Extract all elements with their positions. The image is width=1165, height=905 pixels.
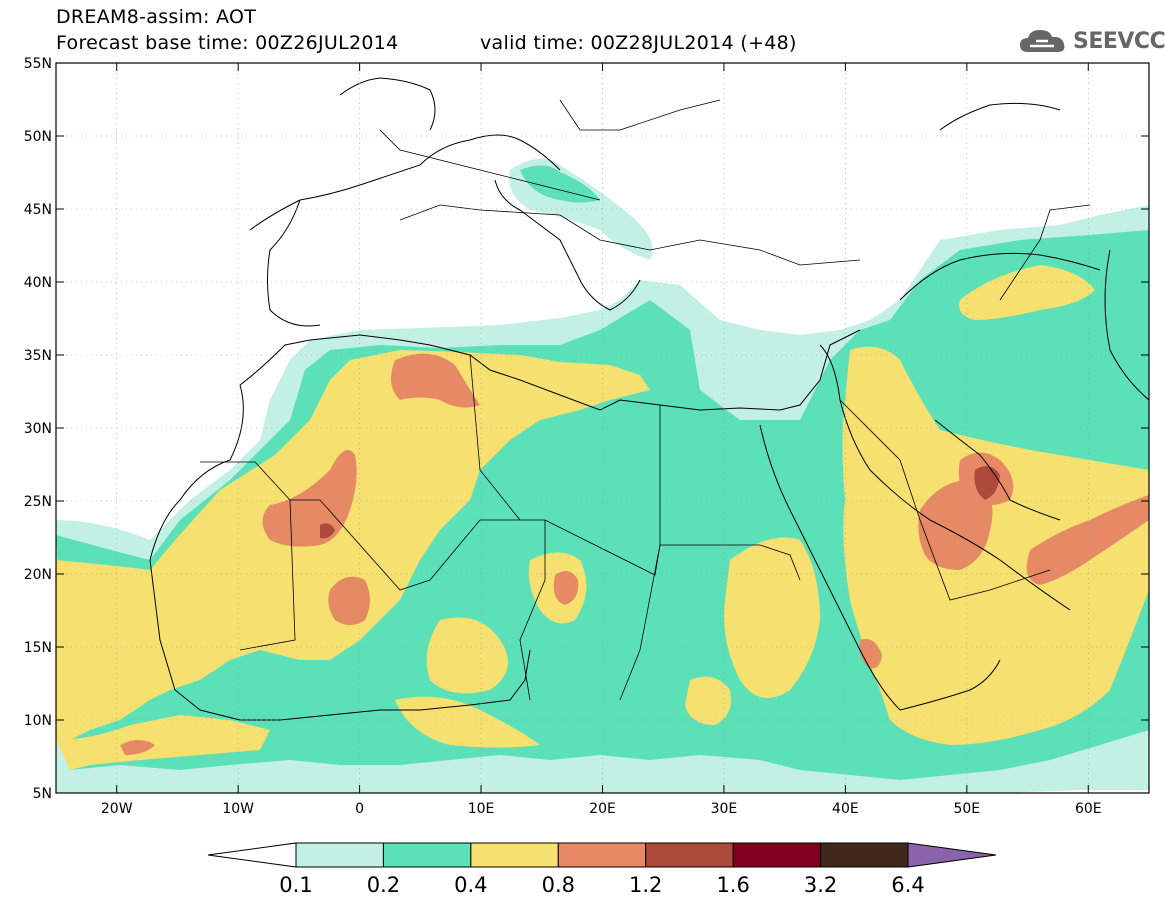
colorbar-level-label: 3.2: [804, 873, 837, 897]
cloud-icon: [1020, 30, 1065, 52]
country-borders: [200, 99, 1091, 701]
colorbar-level-label: 0.2: [367, 873, 400, 897]
lat-axis: 5N 10N 15N 20N 25N 30N 35N 40N 45N 50N 55N: [24, 56, 1149, 802]
lon-tick-label: 30E: [711, 801, 738, 817]
lon-tick-label: 20W: [101, 801, 133, 817]
colorbar-bin: [470, 842, 559, 868]
valid-time: valid time: 00Z28JUL2014 (+48): [480, 32, 797, 54]
colorbar-bin: [820, 842, 909, 868]
lat-tick-label: 35N: [24, 348, 52, 364]
coastlines: [149, 77, 1149, 721]
colorbar-level-label: 0.1: [279, 873, 312, 897]
colorbar-level-label: 1.2: [629, 873, 662, 897]
colorbar-bin: [295, 842, 384, 868]
lat-tick-label: 50N: [24, 129, 52, 145]
lon-tick-label: 0: [355, 801, 364, 817]
aot-band-1.2: [320, 466, 1000, 539]
colorbar-bin: [382, 842, 472, 868]
lat-tick-label: 10N: [24, 713, 52, 729]
logo-text: SEEVCCC: [1073, 28, 1165, 54]
gridlines: [56, 63, 1149, 793]
lat-tick-label: 25N: [24, 494, 52, 510]
forecast-base-time: Forecast base time: 00Z26JUL2014: [56, 32, 399, 54]
lon-tick-label: 40E: [832, 801, 859, 817]
colorbar-bin: [732, 842, 822, 868]
lat-tick-label: 40N: [24, 275, 52, 291]
lat-tick-label: 5N: [33, 786, 52, 802]
lon-tick-label: 10E: [468, 801, 495, 817]
lon-axis: 20W 10W 0 10E 20E 30E 40E 50E 60E: [101, 63, 1102, 817]
lon-tick-label: 60E: [1075, 801, 1102, 817]
lon-tick-label: 10W: [222, 801, 254, 817]
lat-tick-label: 55N: [24, 56, 52, 72]
lon-tick-label: 50E: [953, 801, 980, 817]
colorbar-underflow: [207, 842, 297, 868]
colorbar-level-label: 6.4: [891, 873, 924, 897]
lat-tick-label: 20N: [24, 567, 52, 583]
colorbar-level-label: 0.8: [542, 873, 575, 897]
map-title: DREAM8-assim: AOT: [56, 6, 257, 28]
lat-tick-label: 45N: [24, 202, 52, 218]
lat-tick-label: 30N: [24, 421, 52, 437]
colorbar-bin: [645, 842, 734, 868]
lon-tick-label: 20E: [589, 801, 616, 817]
lat-tick-label: 15N: [24, 640, 52, 656]
aot-band-0.4: [56, 265, 1149, 770]
colorbar-overflow: [907, 842, 997, 868]
colorbar-bin: [557, 842, 647, 868]
seevccc-logo: SEEVCCC: [1018, 26, 1165, 56]
aot-band-0.8: [120, 353, 1149, 755]
colorbar-level-label: 0.4: [454, 873, 487, 897]
colorbar-level-label: 1.6: [716, 873, 749, 897]
colorbar: 0.1 0.2 0.4 0.8 1.2 1.6 3.2 6.4: [207, 842, 997, 897]
